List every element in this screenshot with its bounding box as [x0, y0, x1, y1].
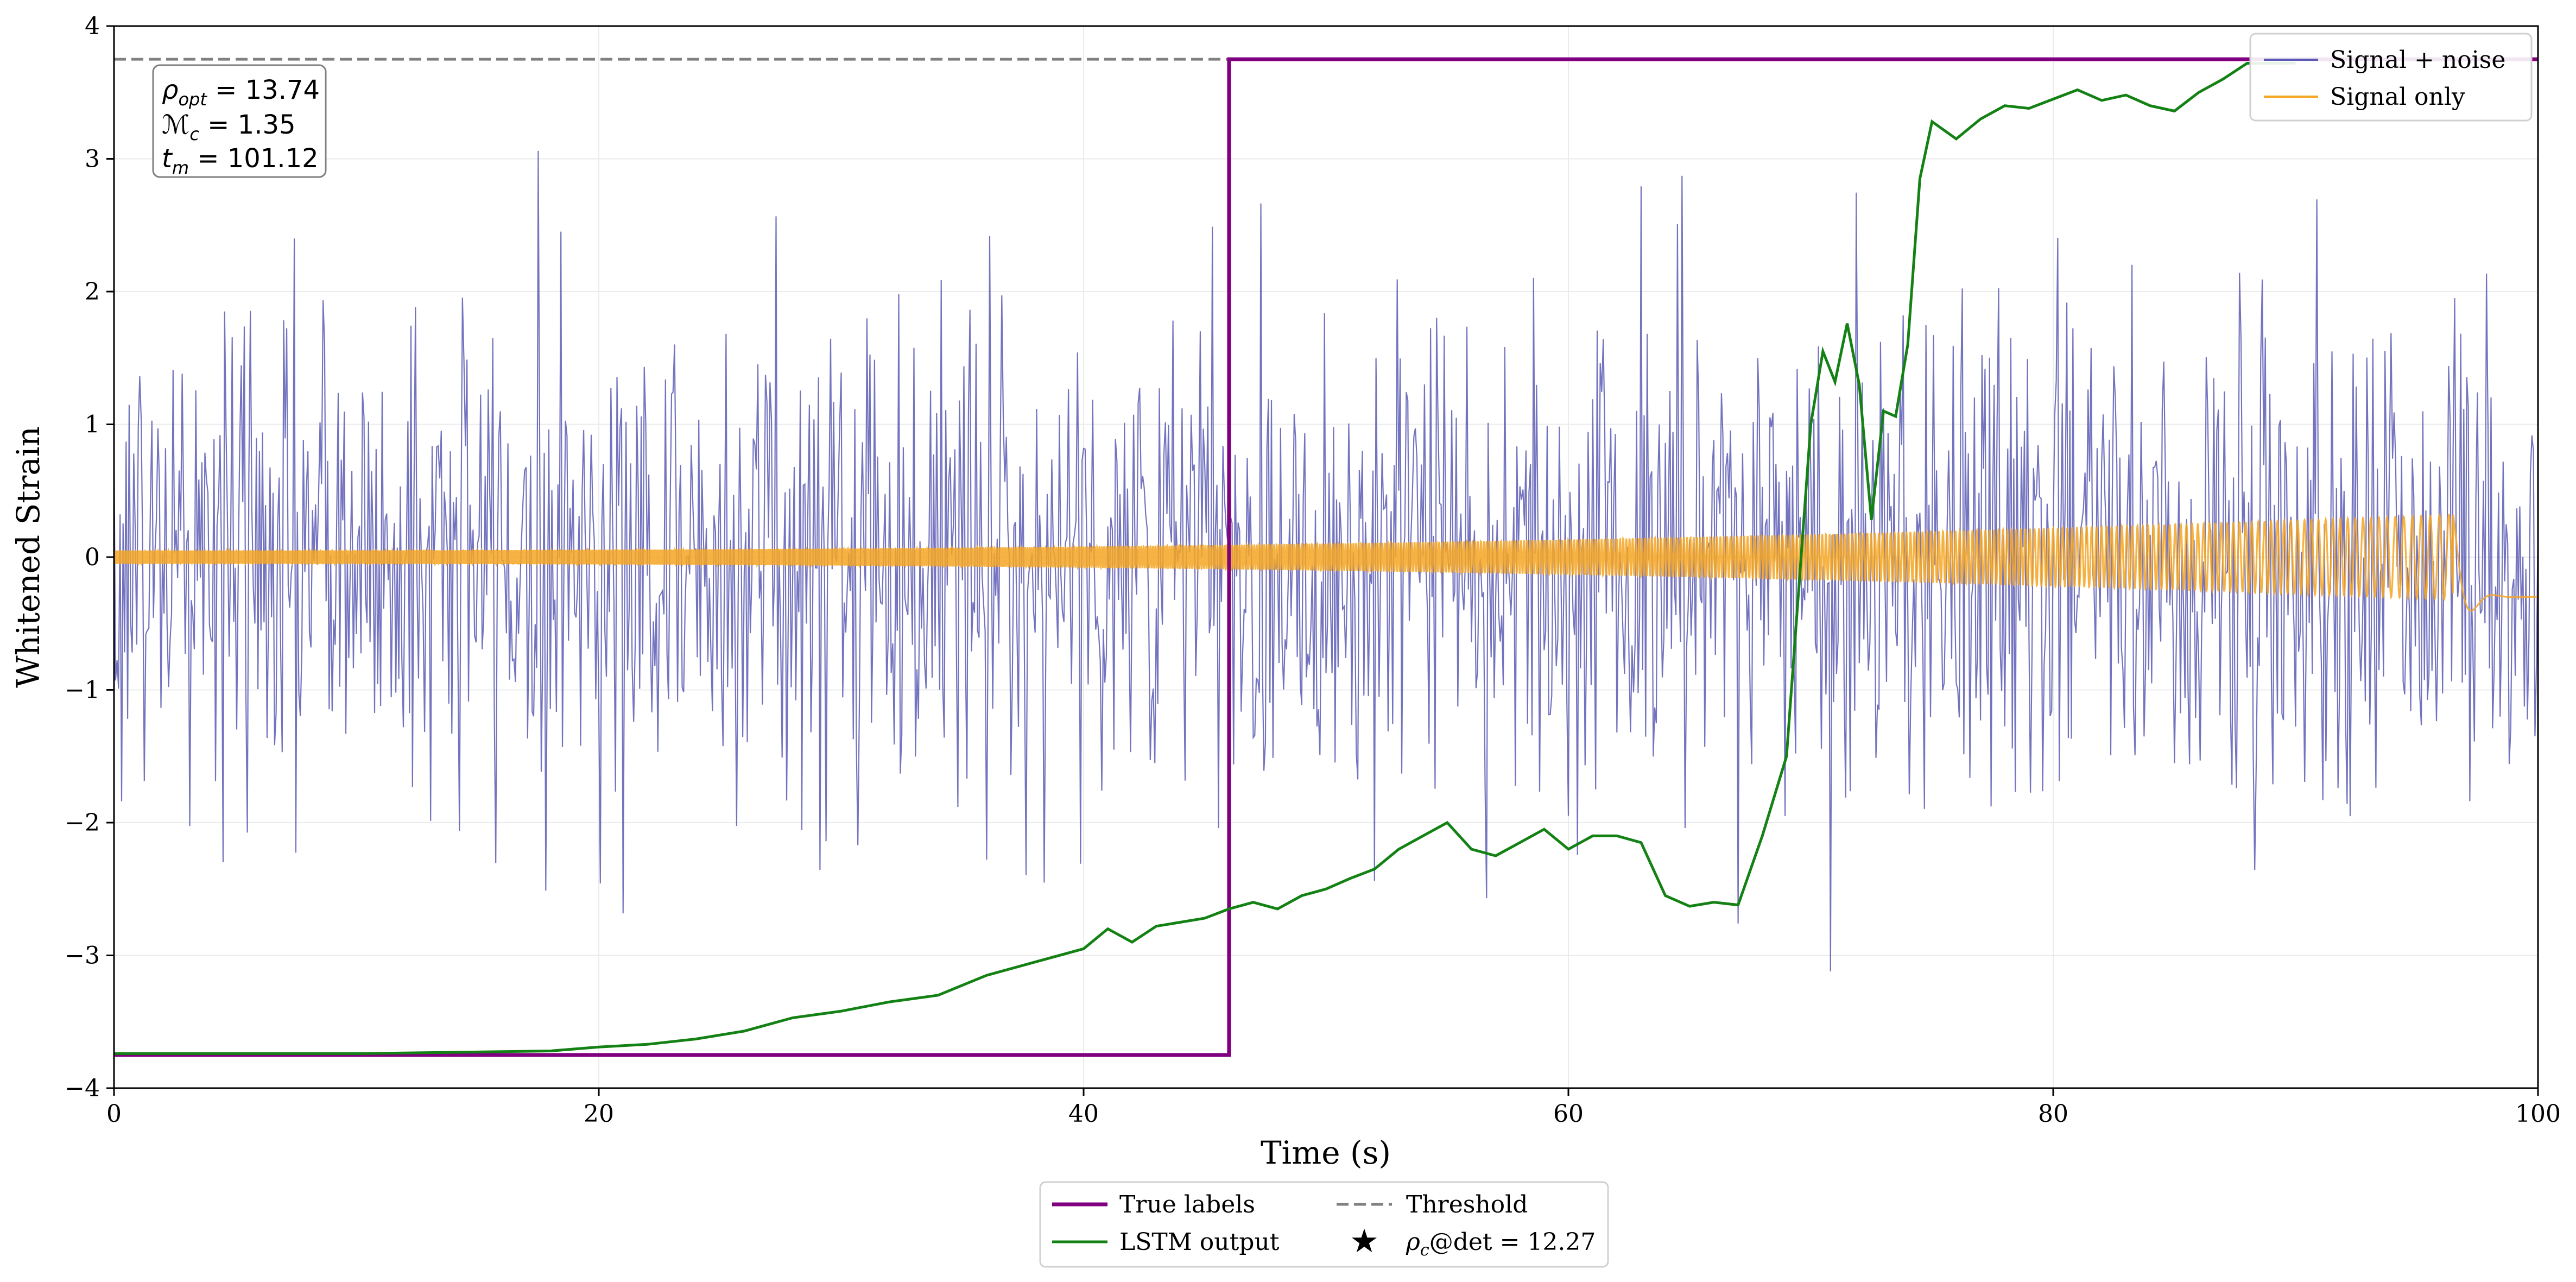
legend-star-label: ρc@det = 12.27 [1406, 1228, 1596, 1260]
y-tick-label: 3 [85, 146, 100, 173]
y-tick-label: 0 [85, 544, 100, 571]
x-tick-label: 80 [2038, 1100, 2068, 1128]
legend-true-labels-label: True labels [1119, 1191, 1255, 1218]
y-tick-label: 1 [85, 411, 100, 439]
signal-noise-line [114, 150, 2538, 971]
annot-merger-time: tm = 101.12 [162, 143, 319, 178]
lstm-output-line [114, 62, 2296, 1055]
true-labels-line [114, 57, 2538, 1057]
x-tick-label: 0 [106, 1100, 122, 1128]
legend-lower: True labels LSTM output Threshold ★ ρc@d… [1039, 1181, 1609, 1268]
legend-lstm-label: LSTM output [1119, 1228, 1280, 1256]
y-tick-label: −4 [65, 1075, 100, 1102]
legend-star-marker: ★ [1350, 1222, 1379, 1260]
y-axis-label: Whitened Strain [10, 426, 47, 688]
y-tick-label: −2 [65, 809, 100, 837]
y-tick-label: 4 [85, 12, 100, 40]
x-tick-label: 100 [2515, 1100, 2561, 1128]
x-tick-label: 40 [1068, 1100, 1099, 1128]
annot-rho-opt: ρopt = 13.74 [162, 75, 320, 110]
x-tick-label: 20 [584, 1100, 614, 1128]
x-tick-label: 60 [1553, 1100, 1584, 1128]
parameter-annotation: ρopt = 13.74 ℳc = 1.35 tm = 101.12 [152, 64, 327, 178]
legend-signal-only-label: Signal only [2330, 83, 2465, 111]
y-tick-label: −1 [65, 677, 100, 704]
axis-ticks: 0 20 40 60 80 100 −4 −3 −2 −1 0 1 2 3 4 [65, 12, 2561, 1128]
y-tick-label: −3 [65, 942, 100, 970]
annot-chirp-mass: ℳc = 1.35 [162, 110, 296, 144]
legend-threshold-label: Threshold [1406, 1191, 1528, 1218]
signal-only-line [114, 513, 2538, 612]
legend-upper: Signal + noise Signal only [2249, 33, 2533, 122]
y-tick-label: 2 [85, 278, 100, 306]
legend-signal-noise-label: Signal + noise [2330, 46, 2505, 74]
x-axis-label: Time (s) [1261, 1134, 1391, 1171]
